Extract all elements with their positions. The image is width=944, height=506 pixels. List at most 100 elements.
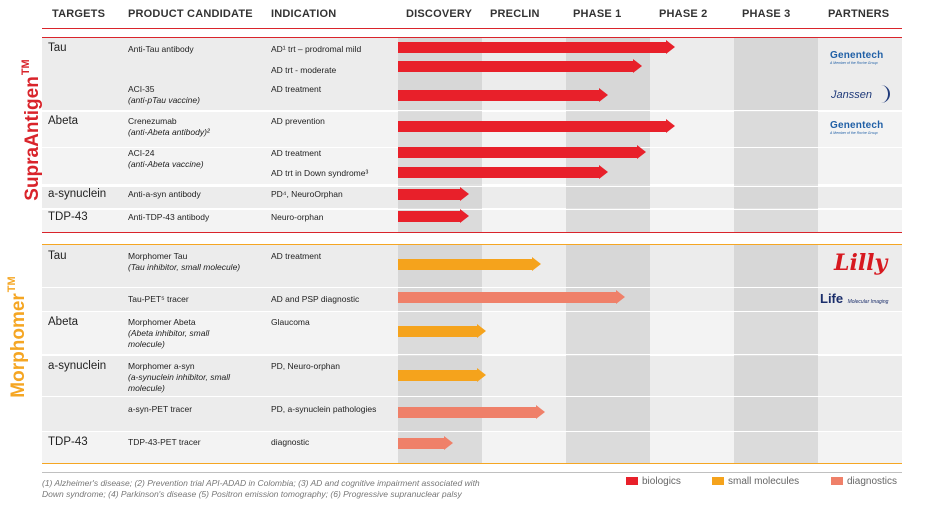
indication-aci24-a: AD treatment — [271, 148, 322, 158]
indication-crenezumab: AD prevention — [271, 116, 325, 126]
progress-bar — [398, 405, 545, 419]
legend-biologics: biologics — [626, 476, 681, 487]
header-preclin: PRECLIN — [490, 8, 540, 20]
progress-bar-arrowhead — [599, 165, 608, 179]
header-phase2: PHASE 2 — [659, 8, 708, 20]
product-morphomer-abeta-sub1: (Abeta inhibitor, small — [128, 328, 210, 338]
product-morphomer-tau-sub: (Tau inhibitor, small molecule) — [128, 262, 241, 272]
product-morphomer-abeta: Morphomer Abeta — [128, 317, 196, 327]
life-logo-subtext: Molecular Imaging — [847, 299, 889, 305]
supra-sep-1 — [42, 110, 902, 111]
progress-bar-arrowhead — [666, 119, 675, 133]
legend-diagnostics: diagnostics — [831, 476, 897, 487]
progress-bar — [398, 290, 625, 304]
product-morphomer-asyn-sub2: molecule) — [128, 383, 165, 393]
progress-bar — [398, 59, 642, 73]
life-logo-text: Life — [820, 291, 844, 306]
target-asyn: a-synuclein — [48, 188, 107, 200]
product-aci24-sub: (anti-Abeta vaccine) — [128, 159, 204, 169]
legend-diagnostics-label: diagnostics — [847, 476, 898, 487]
indication-tau-pet: AD and PSP diagnostic — [271, 294, 360, 304]
header-indication: INDICATION — [271, 8, 337, 20]
progress-bar-arrowhead — [666, 40, 675, 54]
product-morphomer-asyn-sub1: (a-synuclein inhibitor, small — [128, 372, 231, 382]
footnote-line-1: (1) Alzheimer's disease; (2) Prevention … — [42, 478, 480, 488]
progress-bar-arrowhead — [633, 59, 642, 73]
progress-bar-arrowhead — [536, 405, 545, 419]
header-targets: TARGETS — [52, 8, 106, 20]
progress-bar — [398, 368, 486, 382]
product-asyn-pet: a-syn-PET tracer — [128, 404, 193, 414]
progress-bar-arrowhead — [477, 368, 486, 382]
supraantigen-label-text: SupraAntigen — [22, 76, 43, 201]
target-tau: Tau — [48, 42, 67, 54]
indication-asyn-pet: PD, a-synuclein pathologies — [271, 404, 377, 414]
progress-bar-arrowhead — [599, 88, 608, 102]
progress-bar — [398, 40, 675, 54]
supraantigen-tm: TM — [20, 59, 32, 76]
product-aci35: ACI-35 — [128, 84, 155, 94]
progress-bar-arrowhead — [616, 290, 625, 304]
supra-sep-3 — [42, 186, 902, 187]
indication-tau-2: AD trt - moderate — [271, 65, 337, 75]
morphomer-label: MorphomerTM — [6, 267, 32, 407]
morph-sep-5 — [42, 431, 902, 432]
legend-biologics-swatch — [626, 477, 638, 486]
progress-bar — [398, 119, 675, 133]
product-tdp43-pet: TDP-43-PET tracer — [128, 437, 201, 447]
progress-bar — [398, 209, 469, 223]
product-anti-tdp43: Anti-TDP-43 antibody — [128, 212, 210, 222]
product-morphomer-asyn: Morphomer a-syn — [128, 361, 195, 371]
header-phase3: PHASE 3 — [742, 8, 791, 20]
lilly-logo: Lilly — [834, 250, 887, 276]
morph-sep-1 — [42, 287, 902, 288]
progress-bar — [398, 187, 469, 201]
supra-sep-4 — [42, 209, 902, 210]
morph-target-abeta: Abeta — [48, 316, 79, 328]
janssen-swoosh-icon — [878, 85, 891, 103]
indication-tau-1: AD¹ trt – prodromal mild — [271, 44, 362, 54]
genentech-logo-text: Genentech — [830, 50, 884, 61]
product-morphomer-abeta-sub2: molecule) — [128, 339, 165, 349]
product-tau-pet: Tau-PET⁵ tracer — [128, 294, 189, 304]
progress-bar — [398, 436, 453, 450]
progress-bar-arrowhead — [477, 324, 486, 338]
supra-phase3-column — [734, 38, 818, 232]
genentech-logo-subtext-2: A Member of the Roche Group — [830, 131, 878, 135]
target-tdp43: TDP-43 — [48, 211, 88, 223]
legend-biologics-label: biologics — [642, 476, 681, 487]
legend-small-molecules: small molecules — [712, 476, 799, 487]
progress-bar — [398, 88, 608, 102]
morph-sep-3 — [42, 354, 902, 355]
legend-small-molecules-swatch — [712, 477, 724, 486]
progress-bar-arrowhead — [532, 257, 541, 271]
genentech-logo-1: Genentech A Member of the Roche Group — [830, 50, 883, 65]
morph-target-tdp43: TDP-43 — [48, 436, 88, 448]
morph-target-asyn: a-synuclein — [48, 360, 107, 372]
indication-morphomer-tau: AD treatment — [271, 251, 322, 261]
indication-tdp43-pet: diagnostic — [271, 437, 310, 447]
morphomer-label-text: Morphomer — [8, 293, 29, 398]
genentech-logo-text-2: Genentech — [830, 120, 884, 131]
footnotes: (1) Alzheimer's disease; (2) Prevention … — [42, 478, 562, 500]
janssen-logo-text: Janssen — [831, 89, 872, 102]
target-abeta: Abeta — [48, 115, 79, 127]
legend-diagnostics-swatch — [831, 477, 843, 486]
header-phase1: PHASE 1 — [573, 8, 622, 20]
footer-divider — [42, 472, 902, 473]
progress-bar-arrowhead — [637, 145, 646, 159]
product-anti-tau: Anti-Tau antibody — [128, 44, 194, 54]
header-discovery: DISCOVERY — [406, 8, 473, 20]
header-product: PRODUCT CANDIDATE — [128, 8, 253, 20]
table-header — [42, 0, 902, 29]
progress-bar — [398, 324, 486, 338]
progress-bar-arrowhead — [460, 187, 469, 201]
morphomer-tm: TM — [6, 276, 18, 293]
genentech-logo-2: Genentech A Member of the Roche Group — [830, 120, 883, 135]
product-anti-asyn: Anti-a-syn antibody — [128, 189, 201, 199]
progress-bar-arrowhead — [460, 209, 469, 223]
progress-bar — [398, 165, 608, 179]
life-molecular-logo: Life Molecular Imaging — [820, 290, 888, 308]
genentech-logo-subtext: A Member of the Roche Group — [830, 61, 878, 65]
progress-bar-arrowhead — [444, 436, 453, 450]
